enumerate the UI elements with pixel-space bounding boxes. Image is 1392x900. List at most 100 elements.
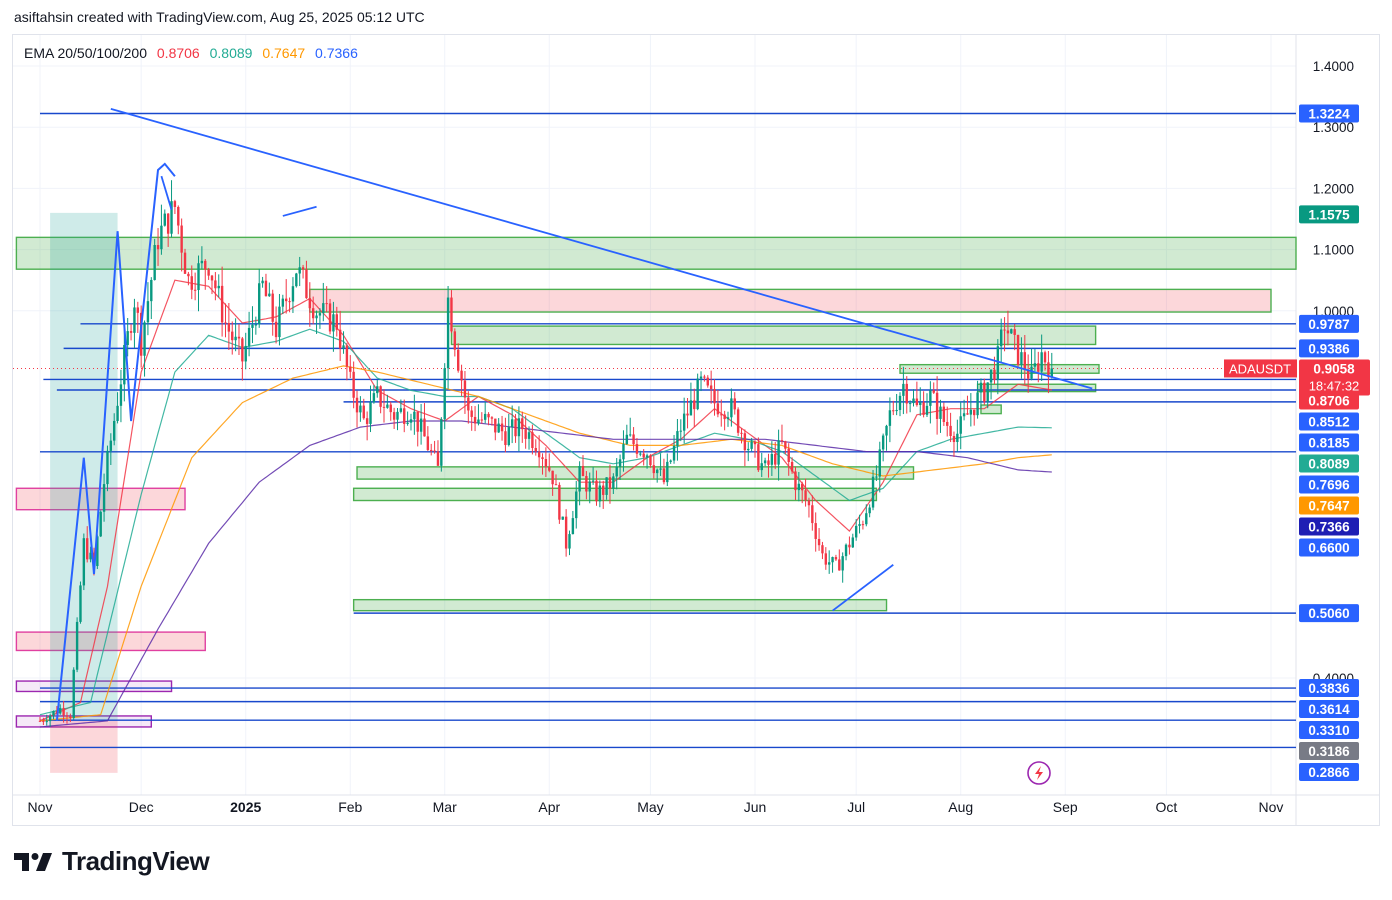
trend-line-1	[832, 564, 894, 612]
candle-body	[871, 476, 875, 508]
candle-body	[888, 410, 892, 426]
candle-body	[477, 419, 480, 424]
candle-body	[723, 414, 726, 420]
candle-body	[740, 432, 743, 434]
candle-body	[52, 711, 55, 716]
candle-body	[1013, 329, 1016, 335]
symbol-tag-bg	[1224, 359, 1297, 378]
candle-body	[537, 451, 541, 458]
candle-body	[308, 298, 312, 309]
ema-line-ema100	[39, 365, 1052, 722]
candle-body	[612, 476, 615, 489]
last-price-tag: 0.9058	[1313, 361, 1355, 376]
candle-body	[575, 491, 578, 519]
price-tag-1-3224-bg	[1299, 104, 1359, 123]
candle-body	[548, 466, 551, 471]
candle-body	[757, 444, 760, 471]
candle-body	[939, 406, 942, 419]
candle-body	[1030, 366, 1033, 379]
candle-body	[865, 513, 868, 525]
candle-body	[989, 369, 993, 383]
symbol-tag: ADAUSDT	[1229, 361, 1291, 376]
ema-legend[interactable]: EMA 20/50/100/200 0.8706 0.8089 0.7647 0…	[24, 45, 364, 61]
price-tag-0-7696-bg	[1299, 475, 1359, 494]
candle-body	[956, 433, 959, 443]
price-tag-0-3836: 0.3836	[1308, 681, 1350, 696]
candle-body	[983, 382, 986, 402]
price-tag-0-8089: 0.8089	[1308, 456, 1349, 471]
price-tag-0-9386-bg	[1299, 339, 1359, 358]
price-tag-0-3310: 0.3310	[1308, 723, 1349, 738]
candle-body	[932, 390, 935, 393]
candle-layer	[38, 180, 1053, 727]
candle-body	[305, 269, 308, 299]
candle-body	[433, 450, 436, 452]
candle-body	[875, 476, 878, 478]
candle-body	[342, 345, 345, 349]
price-scale-label-2: 1.2000	[1313, 181, 1354, 196]
candle-body	[561, 516, 564, 520]
price-tag-0-8512-bg	[1299, 412, 1359, 431]
trend-line-0	[110, 107, 1093, 390]
candle-body	[322, 303, 325, 314]
candle-body	[72, 669, 75, 718]
price-tag-0-9386: 0.9386	[1308, 341, 1350, 356]
candle-body	[780, 440, 784, 442]
candle-body	[463, 380, 467, 398]
candle-body	[123, 345, 126, 385]
candle-body	[376, 386, 379, 394]
candle-body	[993, 369, 996, 380]
candle-body	[419, 418, 423, 432]
price-tag-0-9787: 0.9787	[1308, 317, 1349, 332]
candle-body	[699, 376, 703, 379]
candle-body	[396, 411, 399, 420]
time-label-10: Sep	[1053, 799, 1078, 815]
ema200-value: 0.7366	[315, 45, 358, 61]
candle-body	[335, 314, 338, 330]
zone-green-5	[980, 404, 1002, 415]
candle-body	[693, 400, 696, 410]
candle-body	[490, 417, 494, 419]
candle-body	[774, 454, 777, 465]
candle-body	[817, 538, 821, 546]
candle-body	[1016, 334, 1020, 365]
candle-body	[935, 392, 939, 419]
ema-layer	[39, 279, 1052, 728]
candle-body	[423, 418, 426, 437]
ema-line-ema20	[39, 279, 1052, 722]
candle-body	[109, 440, 113, 451]
candle-body	[595, 480, 598, 502]
candle-body	[750, 441, 753, 449]
candle-body	[470, 410, 473, 417]
candle-body	[112, 420, 116, 441]
flash-icon[interactable]	[1027, 761, 1051, 785]
candle-body	[544, 459, 548, 467]
tradingview-logo[interactable]: TradingView	[14, 846, 210, 877]
candle-body	[902, 383, 905, 396]
candle-body	[821, 545, 824, 554]
candle-body	[237, 336, 241, 339]
price-tag-0-3614: 0.3614	[1308, 702, 1350, 717]
candle-body	[311, 308, 315, 319]
candle-body	[413, 411, 416, 420]
price-tag-1-1575-bg	[1299, 205, 1359, 224]
candle-body	[150, 279, 153, 302]
candle-body	[288, 301, 291, 303]
candle-body	[645, 455, 649, 458]
candle-body	[325, 303, 328, 305]
candle-body	[392, 412, 396, 420]
candle-body	[190, 276, 193, 290]
candle-body	[581, 466, 585, 477]
candle-body	[440, 419, 443, 466]
candle-body	[709, 385, 713, 389]
candle-body	[804, 490, 807, 501]
price-label-layer: 1.32241.15750.97870.93860.88780.87060.85…	[1224, 104, 1370, 782]
price-scale-label-1: 1.3000	[1313, 120, 1354, 135]
candle-body	[102, 484, 106, 512]
candle-body	[686, 413, 689, 416]
time-label-6: May	[637, 799, 663, 815]
candle-body	[1003, 329, 1006, 331]
candle-body	[767, 460, 770, 465]
candle-body	[625, 434, 629, 445]
